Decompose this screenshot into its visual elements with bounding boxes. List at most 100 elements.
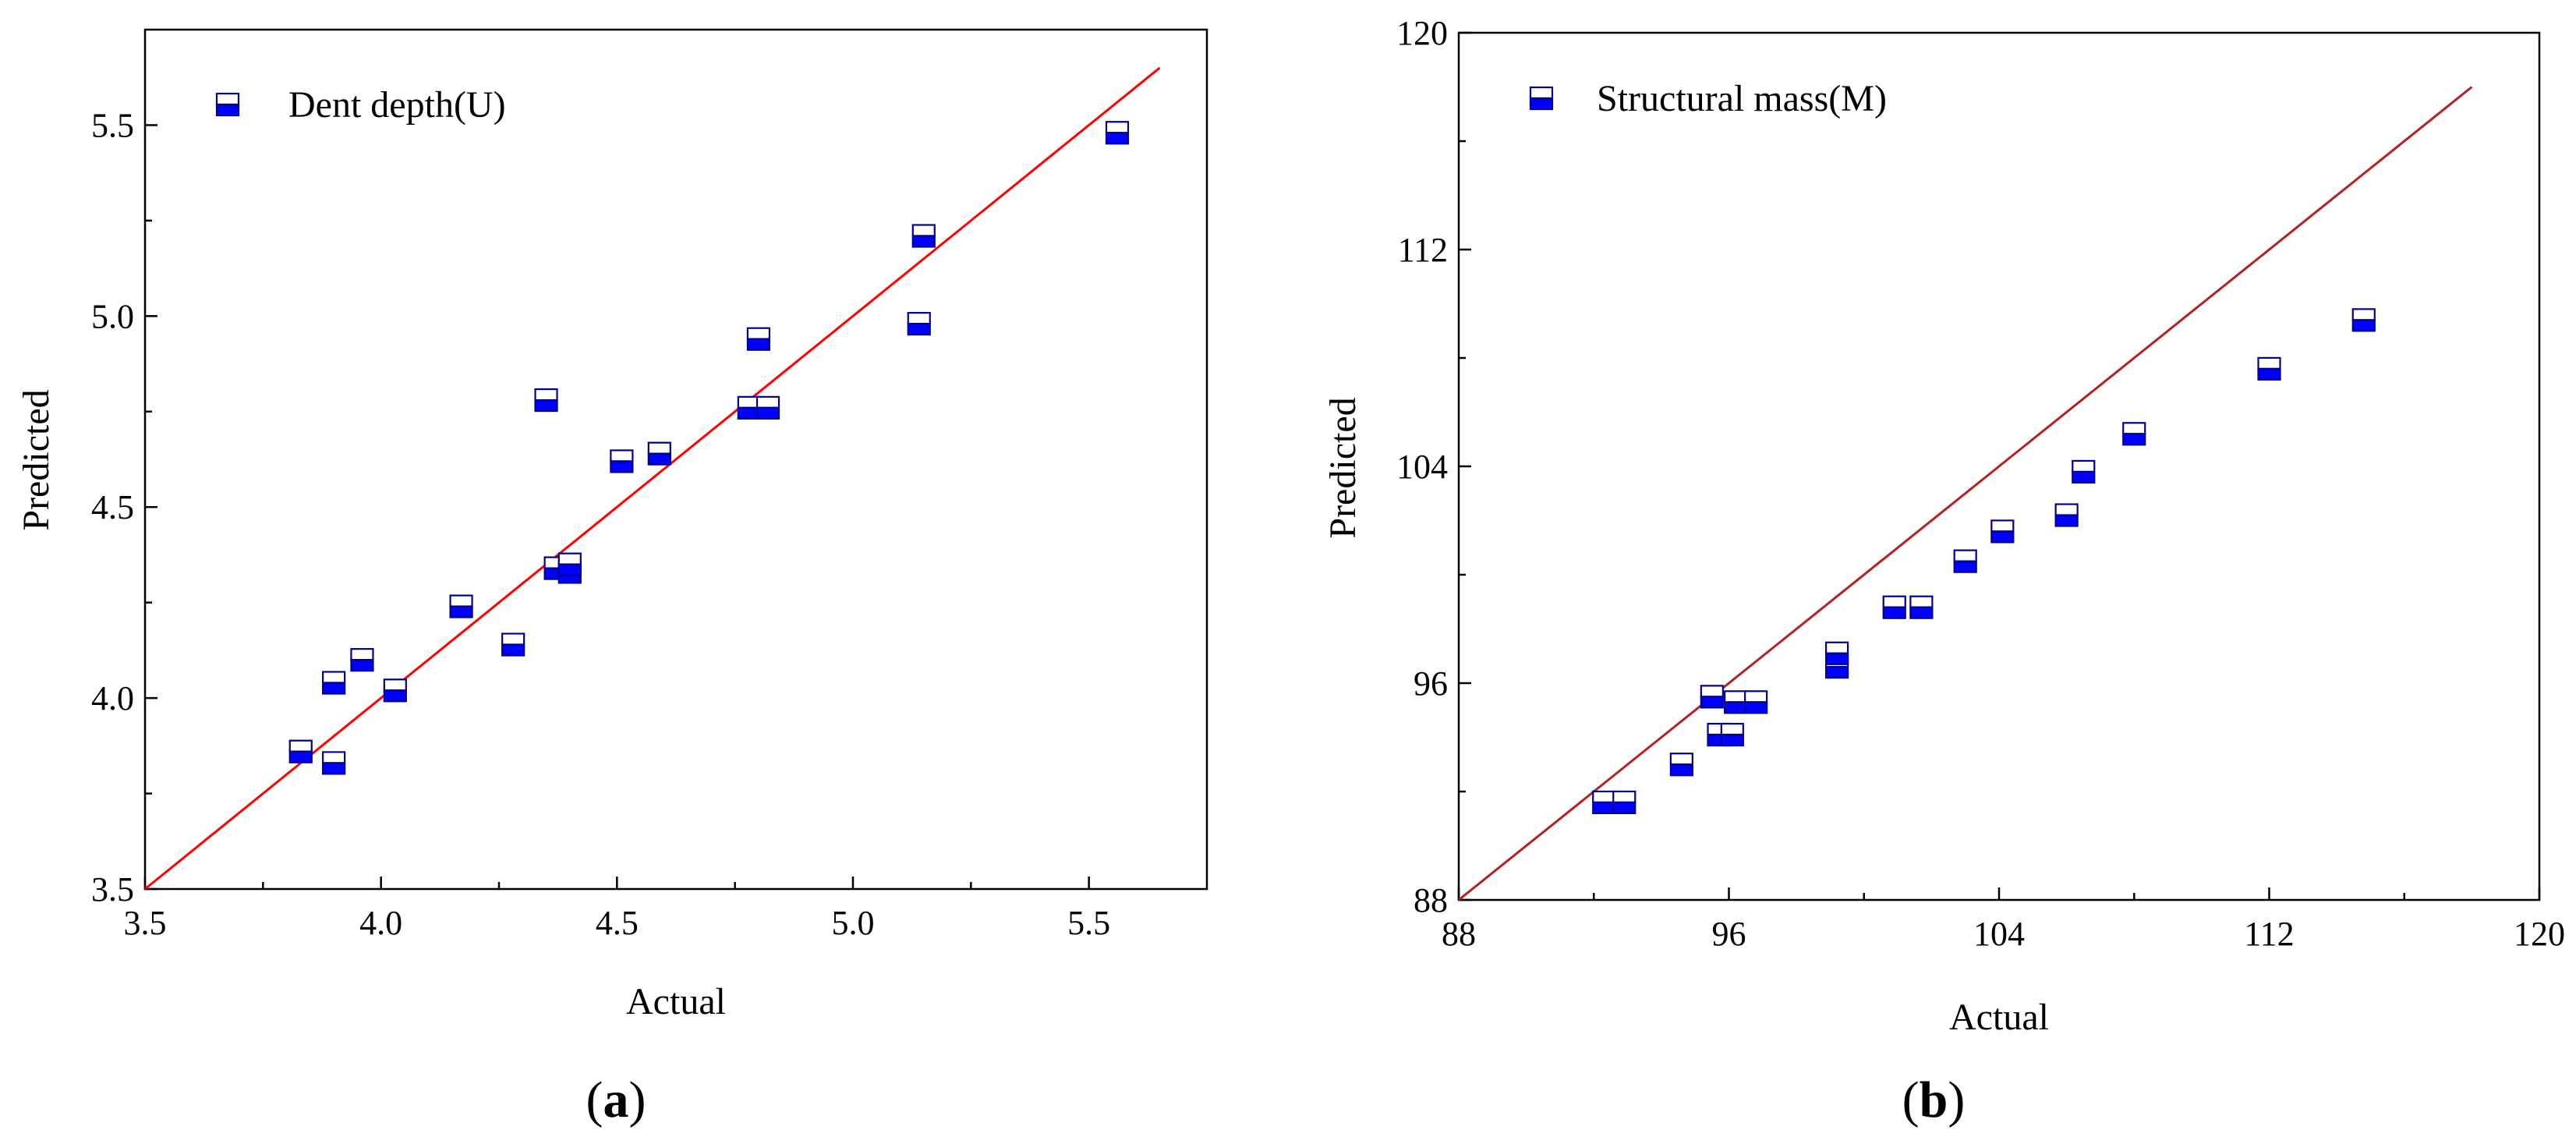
data-point-bottom-half (1700, 696, 1724, 709)
data-point-bottom-half (2122, 433, 2146, 446)
data-point-b-15 (2072, 459, 2096, 484)
data-point-top-half (1909, 595, 1934, 608)
y-tick-label-b: 104 (1396, 448, 1448, 486)
data-point-top-half (1669, 753, 1693, 766)
panel-b-points (1592, 308, 2376, 815)
data-point-b-7 (1744, 690, 1768, 714)
data-point-top-half (2257, 356, 2281, 370)
data-point-bottom-half (1825, 666, 1849, 679)
data-point-a-6 (501, 632, 525, 657)
data-point-bottom-half (2257, 367, 2281, 381)
data-point-top-half (647, 441, 671, 455)
data-point-top-half (1825, 641, 1849, 654)
data-point-top-half (534, 388, 558, 402)
data-point-b-6 (1724, 690, 1748, 714)
data-point-bottom-half (557, 563, 582, 576)
data-point-b-9 (1825, 641, 1849, 665)
data-point-top-half (1720, 722, 1744, 736)
data-point-a-16 (907, 312, 931, 336)
data-point-a-12 (647, 441, 671, 466)
x-tick-label-b: 88 (1442, 915, 1476, 953)
data-point-top-half (907, 312, 931, 325)
data-point-bottom-half (746, 338, 771, 351)
x-axis-label-b: Actual (1949, 997, 2049, 1038)
data-point-bottom-half (610, 460, 634, 473)
panel-a-ticks: 3.5 4.0 4.5 5.0 5.5 3.5 4.0 4.5 5.0 5.5 (91, 106, 1110, 942)
data-point-a-3 (350, 648, 374, 672)
data-point-bottom-half (1105, 132, 1130, 145)
data-point-top-half (1744, 690, 1768, 703)
panel-label-a: (a) (586, 1071, 646, 1128)
data-point-bottom-half (2351, 319, 2376, 332)
x-tick-label-b: 104 (1973, 915, 2025, 953)
data-point-top-half (610, 449, 634, 462)
data-point-a-2 (322, 671, 346, 695)
legend-marker-top-a (215, 92, 240, 106)
reference-line-a (144, 66, 1161, 891)
data-point-b-14 (2054, 503, 2079, 527)
data-point-top-half (911, 224, 936, 237)
data-point-top-half (2072, 459, 2096, 473)
data-point-b-18 (2351, 308, 2376, 332)
data-point-top-half (746, 327, 771, 340)
data-point-a-11 (610, 449, 634, 473)
panel-b-chart: 88 96 104 112 120 88 96 104 112 120 Structural ma… (1322, 14, 2565, 1128)
legend-marker-bottom-a (215, 103, 240, 117)
data-point-bottom-half (322, 762, 346, 775)
data-point-bottom-half (1724, 701, 1748, 714)
y-tick-label-b: 112 (1398, 231, 1448, 269)
legend-text-b: Structural mass(M) (1597, 78, 1887, 119)
data-point-b-2 (1669, 753, 1693, 777)
data-point-b-1 (1612, 790, 1637, 815)
data-point-bottom-half (2054, 514, 2079, 527)
data-point-a-10 (557, 552, 582, 576)
panel-a-reference-line-group (144, 66, 1161, 891)
data-point-b-5 (1720, 722, 1744, 747)
data-point-top-half (1612, 790, 1637, 804)
data-point-bottom-half (2072, 470, 2096, 484)
data-point-top-half (1882, 595, 1906, 608)
data-point-bottom-half (322, 682, 346, 695)
data-point-top-half (322, 671, 346, 684)
data-point-top-half (2351, 308, 2376, 321)
data-point-b-11 (1909, 595, 1934, 619)
legend-marker-top-b (1529, 86, 1554, 100)
data-point-bottom-half (1669, 763, 1693, 777)
data-point-a-15 (755, 395, 780, 420)
panel-b-reference-line-group (1458, 86, 2473, 901)
data-point-top-half (1953, 549, 1977, 562)
data-point-bottom-half (1882, 606, 1906, 619)
data-point-bottom-half (911, 235, 936, 248)
data-point-top-half (1592, 790, 1616, 804)
x-tick-label-a: 3.5 (124, 904, 167, 942)
data-point-bottom-half (1592, 801, 1616, 815)
data-point-bottom-half (1720, 733, 1744, 747)
x-tick-label-b: 112 (2244, 915, 2294, 953)
data-point-bottom-half (647, 452, 671, 466)
data-point-top-half (288, 739, 313, 753)
data-point-bottom-half (1744, 701, 1768, 714)
x-tick-label-a: 5.5 (1067, 904, 1110, 942)
x-tick-label-b: 96 (1712, 915, 1746, 953)
data-point-a-18 (1105, 121, 1130, 145)
x-axis-label-a: Actual (626, 981, 726, 1022)
panel-label-b: (b) (1902, 1071, 1966, 1128)
data-point-a-7 (534, 388, 558, 413)
x-tick-label-b: 120 (2514, 915, 2565, 953)
x-tick-label-a: 4.5 (596, 904, 639, 942)
y-tick-label-a: 4.0 (91, 679, 134, 717)
data-point-top-half (2122, 422, 2146, 435)
data-point-a-1 (322, 751, 346, 775)
data-point-bottom-half (1612, 801, 1637, 815)
y-axis-label-b: Predicted (1322, 397, 1364, 538)
data-point-top-half (2054, 503, 2079, 516)
data-point-top-half (350, 648, 374, 661)
data-point-b-17 (2257, 356, 2281, 381)
legend-text-a: Dent depth(U) (288, 84, 506, 126)
panel-b-ticks: 88 96 104 112 120 88 96 104 112 120 (1396, 14, 2565, 953)
y-tick-label-a: 5.0 (91, 297, 134, 335)
y-tick-label-a: 4.5 (91, 488, 134, 526)
data-point-bottom-half (1825, 652, 1849, 665)
data-point-top-half (449, 594, 473, 607)
